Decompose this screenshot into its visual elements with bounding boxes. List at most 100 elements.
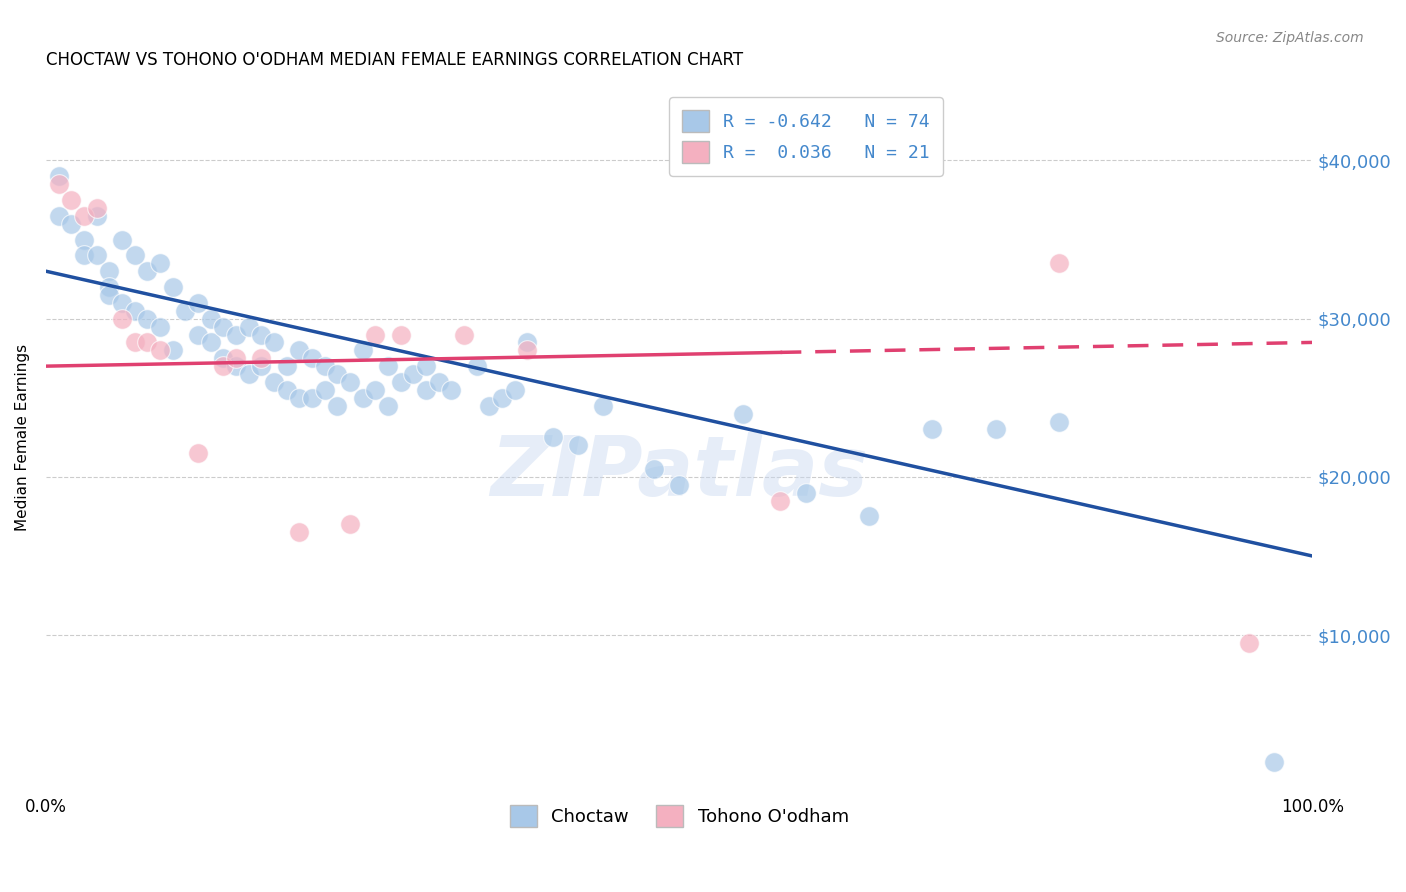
Point [769, 493, 792, 508]
Point [238, 367, 260, 381]
Point [1263, 755, 1285, 769]
Point [73, 233, 96, 247]
Point [301, 391, 323, 405]
Point [111, 296, 134, 310]
Point [149, 319, 172, 334]
Point [111, 233, 134, 247]
Point [60, 193, 83, 207]
Point [389, 327, 412, 342]
Point [541, 430, 564, 444]
Point [288, 343, 311, 358]
Point [149, 256, 172, 270]
Point [402, 367, 425, 381]
Point [326, 367, 349, 381]
Y-axis label: Median Female Earnings: Median Female Earnings [15, 343, 30, 531]
Point [415, 383, 437, 397]
Point [276, 383, 298, 397]
Point [187, 327, 209, 342]
Point [162, 280, 184, 294]
Point [98, 280, 121, 294]
Point [491, 391, 513, 405]
Point [288, 391, 311, 405]
Point [225, 359, 247, 373]
Point [314, 383, 336, 397]
Point [86, 201, 108, 215]
Point [225, 327, 247, 342]
Point [187, 446, 209, 460]
Text: Source: ZipAtlas.com: Source: ZipAtlas.com [1216, 31, 1364, 45]
Legend: Choctaw, Tohono O'odham: Choctaw, Tohono O'odham [502, 797, 856, 834]
Point [516, 343, 538, 358]
Point [149, 343, 172, 358]
Point [440, 383, 463, 397]
Point [124, 248, 146, 262]
Point [86, 209, 108, 223]
Point [377, 359, 399, 373]
Point [136, 335, 159, 350]
Point [276, 359, 298, 373]
Point [162, 343, 184, 358]
Point [174, 303, 197, 318]
Point [200, 335, 222, 350]
Point [516, 335, 538, 350]
Point [567, 438, 589, 452]
Point [314, 359, 336, 373]
Point [377, 399, 399, 413]
Point [1047, 256, 1070, 270]
Point [301, 351, 323, 366]
Point [921, 422, 943, 436]
Point [1237, 636, 1260, 650]
Point [98, 264, 121, 278]
Point [415, 359, 437, 373]
Point [98, 288, 121, 302]
Point [187, 296, 209, 310]
Point [389, 375, 412, 389]
Point [212, 351, 235, 366]
Point [478, 399, 501, 413]
Point [1047, 415, 1070, 429]
Point [250, 359, 273, 373]
Point [225, 351, 247, 366]
Point [643, 462, 665, 476]
Point [263, 335, 285, 350]
Point [339, 517, 361, 532]
Point [465, 359, 488, 373]
Point [250, 351, 273, 366]
Point [212, 359, 235, 373]
Point [124, 335, 146, 350]
Point [288, 525, 311, 540]
Point [503, 383, 526, 397]
Text: ZIPatlas: ZIPatlas [491, 433, 868, 514]
Point [200, 311, 222, 326]
Point [352, 343, 374, 358]
Point [668, 478, 690, 492]
Point [364, 383, 387, 397]
Point [250, 327, 273, 342]
Point [136, 264, 159, 278]
Point [212, 319, 235, 334]
Point [86, 248, 108, 262]
Point [48, 209, 70, 223]
Point [858, 509, 880, 524]
Point [794, 485, 817, 500]
Point [731, 407, 754, 421]
Point [339, 375, 361, 389]
Point [73, 248, 96, 262]
Point [352, 391, 374, 405]
Point [263, 375, 285, 389]
Point [238, 319, 260, 334]
Text: CHOCTAW VS TOHONO O'ODHAM MEDIAN FEMALE EARNINGS CORRELATION CHART: CHOCTAW VS TOHONO O'ODHAM MEDIAN FEMALE … [46, 51, 744, 69]
Point [124, 303, 146, 318]
Point [427, 375, 450, 389]
Point [984, 422, 1007, 436]
Point [48, 177, 70, 191]
Point [60, 217, 83, 231]
Point [326, 399, 349, 413]
Point [592, 399, 614, 413]
Point [453, 327, 475, 342]
Point [48, 169, 70, 184]
Point [73, 209, 96, 223]
Point [111, 311, 134, 326]
Point [136, 311, 159, 326]
Point [364, 327, 387, 342]
